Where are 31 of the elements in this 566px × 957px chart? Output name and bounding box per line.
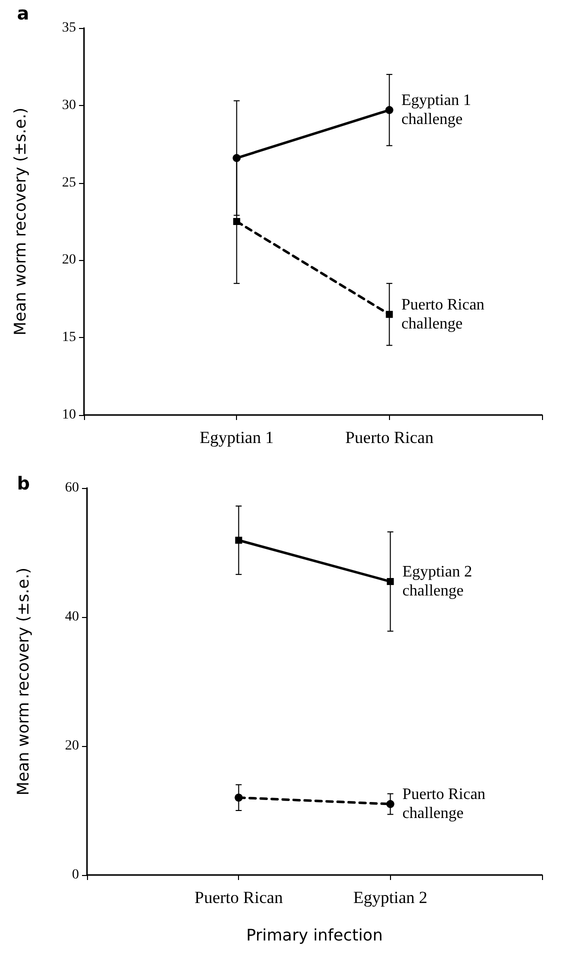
point — [386, 578, 394, 586]
y-tick-label: 60 — [65, 480, 79, 496]
y-tick-label: 40 — [65, 610, 79, 624]
x-tick-label: Egyptian 1 — [200, 428, 274, 447]
point — [233, 218, 240, 225]
y-axis-title: Mean worm recovery (±s.e.) — [10, 108, 30, 336]
point — [232, 154, 241, 162]
y-tick-label: 15 — [62, 330, 76, 346]
point — [234, 794, 243, 802]
chart-title: b — [17, 474, 30, 494]
y-tick-label: 0 — [72, 868, 79, 882]
series-label: Puerto Rican challenge — [402, 786, 490, 822]
y-tick-label: 25 — [62, 175, 76, 190]
x-axis-title: Primary infection — [246, 926, 383, 944]
series-label: Egyptian 2 challenge — [402, 564, 476, 600]
y-tick-label: 30 — [62, 98, 76, 113]
y-tick-label: 10 — [62, 408, 76, 422]
y-tick-label: 35 — [62, 20, 76, 36]
x-tick-label: Puerto Rican — [345, 428, 434, 447]
y-axis-title: Mean worm recovery (±s.e.) — [14, 568, 32, 796]
y-tick-label: 20 — [62, 252, 76, 268]
y-tick-label: 20 — [65, 738, 79, 754]
point — [386, 800, 394, 808]
series-label: Puerto Rican challenge — [401, 296, 488, 332]
x-tick-label: Puerto Rican — [194, 888, 284, 907]
x-tick-label: Egyptian 2 — [353, 888, 428, 907]
point — [235, 536, 242, 544]
chart-title: a — [17, 4, 30, 24]
series-label: Egyptian 1 challenge — [401, 92, 476, 128]
point — [386, 310, 393, 318]
point — [385, 106, 394, 114]
